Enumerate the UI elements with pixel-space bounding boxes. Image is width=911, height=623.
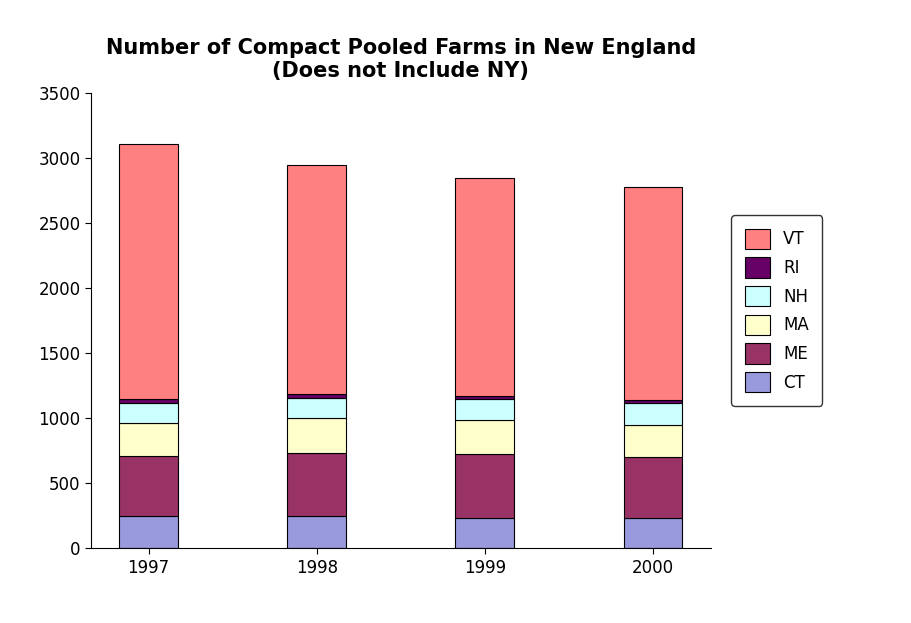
Bar xyxy=(287,394,346,398)
Bar xyxy=(624,457,682,518)
Bar xyxy=(456,399,515,420)
Bar xyxy=(456,518,515,548)
Bar xyxy=(119,456,178,516)
Bar xyxy=(119,516,178,548)
Title: Number of Compact Pooled Farms in New England
(Does not Include NY): Number of Compact Pooled Farms in New En… xyxy=(106,37,696,81)
Bar xyxy=(119,403,178,423)
Bar xyxy=(456,396,515,399)
Bar xyxy=(119,399,178,403)
Bar xyxy=(456,454,515,518)
Bar xyxy=(287,165,346,394)
Bar xyxy=(456,178,515,396)
Bar xyxy=(624,518,682,548)
Bar xyxy=(624,403,682,426)
Bar xyxy=(119,144,178,399)
Bar xyxy=(119,423,178,456)
Bar xyxy=(624,187,682,400)
Bar xyxy=(287,398,346,418)
Bar xyxy=(624,400,682,403)
Bar xyxy=(287,418,346,453)
Bar xyxy=(456,420,515,454)
Bar xyxy=(624,426,682,457)
Legend: VT, RI, NH, MA, ME, CT: VT, RI, NH, MA, ME, CT xyxy=(732,216,822,406)
Bar xyxy=(287,516,346,548)
Bar xyxy=(287,453,346,516)
